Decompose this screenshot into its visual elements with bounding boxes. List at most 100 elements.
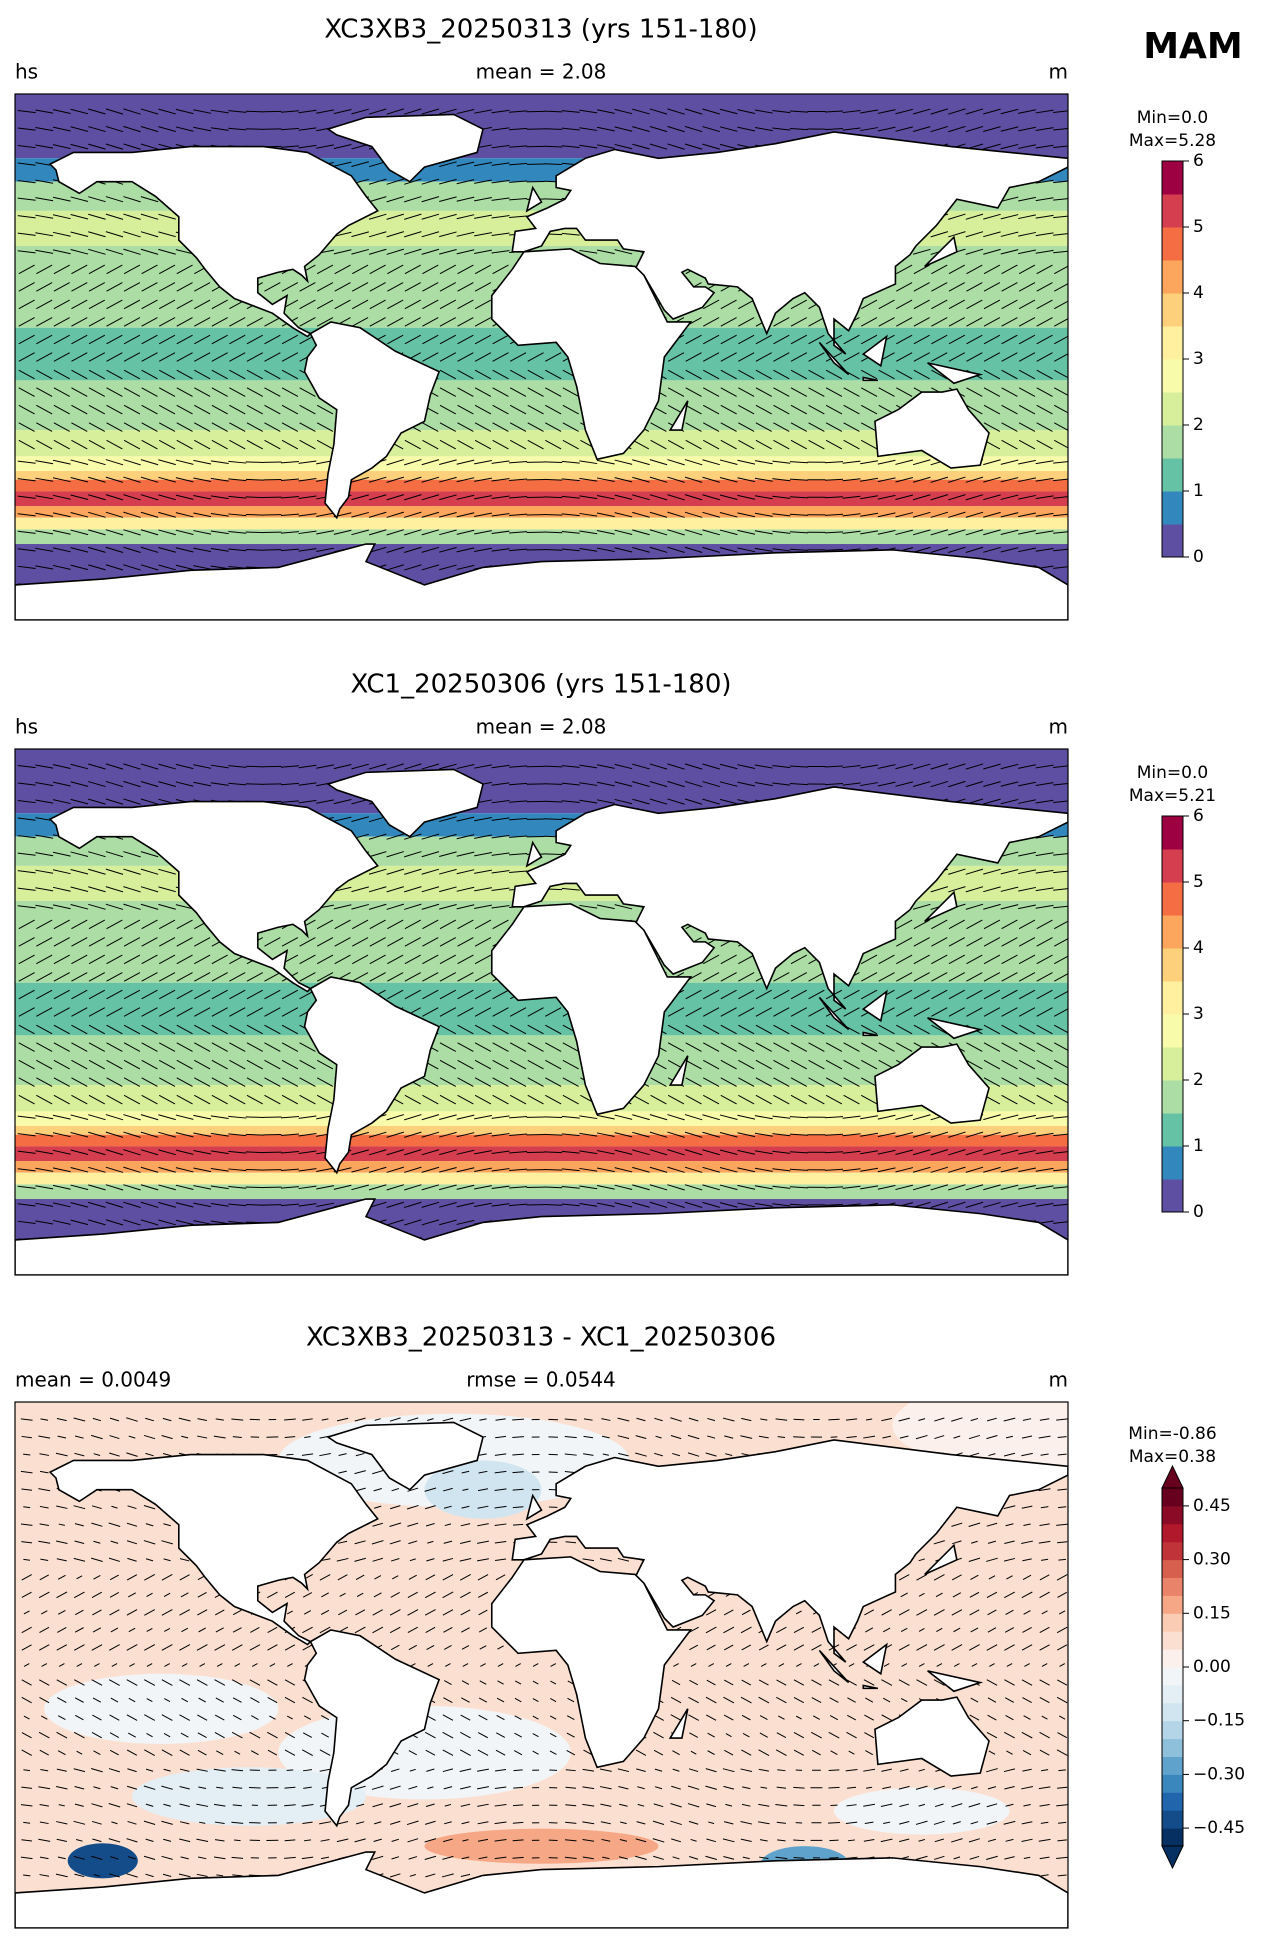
wind-vector bbox=[754, 512, 773, 517]
wind-vector bbox=[527, 404, 544, 415]
wind-vector bbox=[966, 352, 983, 362]
wind-vector bbox=[1056, 1696, 1068, 1704]
wind-vector bbox=[983, 143, 1001, 150]
wind-vector bbox=[1023, 1715, 1031, 1720]
wind-vector bbox=[141, 1077, 158, 1087]
wind-vector bbox=[457, 334, 474, 345]
wind-vector bbox=[456, 869, 475, 875]
colorbar-min: Min=0.0 bbox=[1137, 108, 1208, 128]
wind-vector bbox=[877, 477, 896, 483]
wind-vector bbox=[351, 476, 369, 483]
panel-title: XC3XB3_20250313 - XC1_20250306 bbox=[306, 1323, 776, 1353]
wind-vector bbox=[280, 1133, 299, 1136]
colorbar-segment bbox=[1162, 849, 1183, 883]
wind-vector bbox=[930, 1131, 949, 1138]
wind-vector bbox=[509, 1203, 528, 1207]
wind-vector bbox=[596, 1149, 615, 1155]
wind-vector bbox=[369, 972, 386, 982]
wind-vector bbox=[509, 180, 528, 183]
wind-vector bbox=[175, 564, 194, 571]
wind-vector bbox=[877, 1184, 896, 1190]
wind-vector bbox=[56, 1644, 68, 1651]
wind-vector bbox=[140, 143, 159, 150]
wind-vector bbox=[477, 1749, 489, 1756]
wind-vector bbox=[719, 1202, 738, 1208]
wind-vector bbox=[773, 1077, 790, 1087]
wind-vector bbox=[17, 800, 36, 804]
colorbar-segment bbox=[1162, 1047, 1183, 1081]
wind-vector bbox=[474, 1167, 492, 1172]
wind-vector bbox=[179, 1644, 191, 1651]
wind-vector bbox=[249, 1679, 261, 1686]
wind-vector bbox=[70, 564, 89, 571]
wind-vector bbox=[479, 1418, 487, 1421]
wind-vector bbox=[193, 530, 212, 535]
wind-vector bbox=[140, 763, 159, 770]
wind-vector bbox=[1057, 1786, 1068, 1789]
wind-vector bbox=[264, 317, 281, 327]
wind-vector bbox=[106, 1077, 123, 1087]
wind-vector bbox=[737, 1149, 756, 1155]
wind-vector bbox=[105, 494, 124, 501]
wind-vector bbox=[719, 547, 738, 553]
wind-vector bbox=[229, 317, 246, 327]
wind-vector bbox=[145, 1417, 154, 1422]
wind-vector bbox=[333, 144, 352, 150]
wind-vector bbox=[514, 1732, 522, 1738]
wind-vector bbox=[52, 231, 71, 237]
wind-vector bbox=[106, 282, 123, 292]
wind-vector bbox=[91, 1557, 103, 1562]
wind-vector bbox=[474, 852, 492, 857]
wind-vector bbox=[1005, 1609, 1014, 1615]
wind-vector bbox=[123, 1059, 141, 1070]
wind-vector bbox=[351, 108, 369, 115]
wind-vector bbox=[842, 530, 861, 534]
wind-vector bbox=[878, 299, 895, 310]
wind-vector bbox=[321, 1418, 329, 1421]
wind-vector bbox=[1035, 1167, 1054, 1172]
wind-vector bbox=[1018, 1167, 1036, 1173]
wind-vector bbox=[684, 125, 703, 133]
wind-vector bbox=[527, 422, 544, 432]
wind-vector bbox=[494, 1540, 507, 1544]
wind-vector bbox=[931, 972, 948, 982]
wind-vector bbox=[632, 529, 650, 536]
wind-vector bbox=[512, 1821, 524, 1824]
wind-vector bbox=[427, 1540, 434, 1544]
wind-vector bbox=[140, 1219, 159, 1226]
wind-vector bbox=[1053, 782, 1068, 786]
wind-vector bbox=[492, 989, 509, 1000]
wind-vector bbox=[492, 1024, 509, 1035]
wind-vector bbox=[246, 1094, 263, 1105]
wind-vector bbox=[264, 972, 281, 982]
wind-vector bbox=[898, 1785, 910, 1790]
wind-vector bbox=[1021, 1452, 1033, 1457]
landmass bbox=[874, 388, 990, 469]
wind-vector bbox=[719, 126, 738, 132]
wind-vector bbox=[211, 1007, 228, 1017]
wind-vector bbox=[421, 886, 440, 893]
wind-vector bbox=[912, 476, 931, 483]
wind-vector bbox=[1057, 1436, 1067, 1439]
wind-vector bbox=[549, 1715, 557, 1720]
wind-vector bbox=[860, 1115, 879, 1120]
wind-vector bbox=[71, 387, 88, 397]
wind-vector bbox=[404, 1201, 422, 1208]
wind-vector bbox=[509, 1168, 528, 1172]
wind-vector bbox=[302, 1732, 313, 1738]
wind-vector bbox=[687, 1803, 700, 1808]
wind-vector bbox=[123, 1077, 141, 1087]
wind-vector bbox=[439, 886, 457, 893]
wind-vector bbox=[1053, 905, 1068, 909]
wind-vector bbox=[579, 1132, 598, 1137]
wind-vector bbox=[299, 1042, 316, 1052]
wind-vector bbox=[106, 422, 123, 432]
wind-vector bbox=[983, 264, 1001, 275]
colorbar-segment bbox=[1162, 1080, 1183, 1114]
wind-vector bbox=[936, 1663, 943, 1667]
wind-vector bbox=[88, 989, 106, 1000]
wind-vector bbox=[825, 1094, 843, 1105]
wind-vector bbox=[407, 1522, 419, 1527]
wind-vector bbox=[158, 213, 176, 220]
wind-vector bbox=[369, 282, 386, 292]
